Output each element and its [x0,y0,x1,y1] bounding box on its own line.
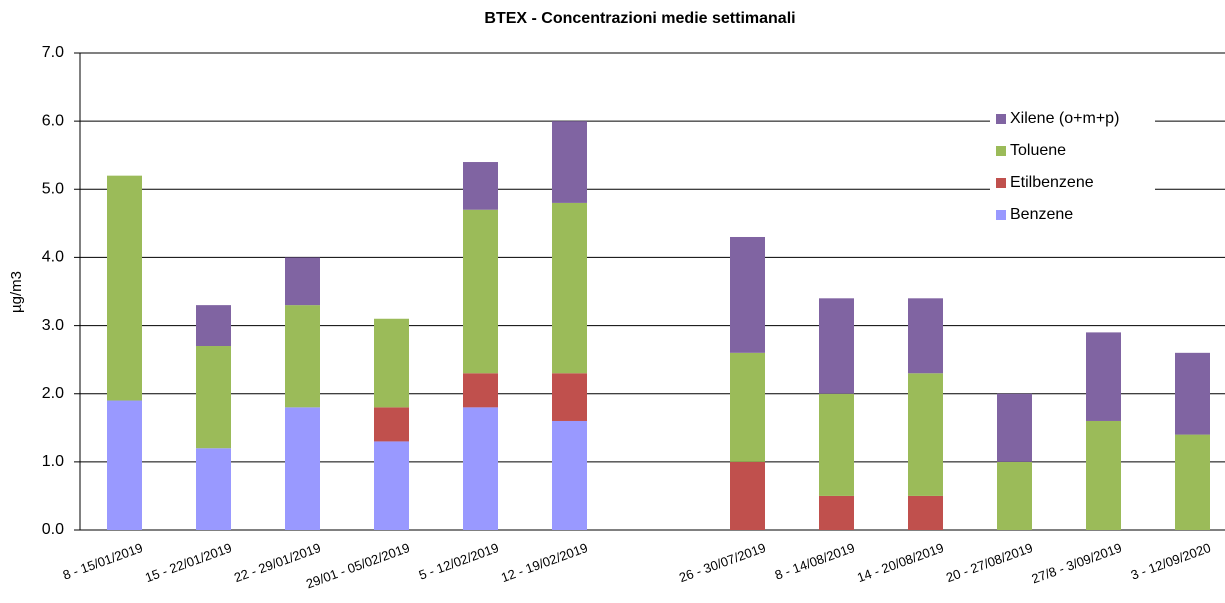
chart-title: BTEX - Concentrazioni medie settimanali [484,10,795,27]
x-tick-label: 14 - 20/08/2019 [855,540,946,585]
x-tick-label: 26 - 30/07/2019 [677,540,768,585]
bar-segment [374,407,409,442]
bar-segment [463,209,498,374]
x-tick-label: 8 - 15/01/2019 [61,540,145,583]
bar-segment [819,298,854,394]
bar-segment [196,346,231,449]
bar-segment [285,257,320,306]
bar-segment [552,373,587,421]
x-tick-label: 12 - 19/02/2019 [499,540,590,585]
legend-swatch [996,146,1006,156]
y-tick-label: 1.0 [42,453,64,470]
bar-segment [730,236,765,353]
legend-swatch [996,210,1006,220]
x-tick-label: 27/8 - 3/09/2019 [1030,540,1124,586]
bar-segment [908,373,943,496]
y-tick-label: 6.0 [42,112,64,129]
bar-segment [552,202,587,374]
y-tick-label: 2.0 [42,385,64,402]
legend-label: Toluene [1010,142,1066,159]
bar-segment [730,461,765,530]
x-tick-label: 15 - 22/01/2019 [143,540,234,585]
legend-label: Etilbenzene [1010,174,1094,191]
bar-segment [997,461,1032,530]
bar-segment [819,495,854,530]
bar-segment [997,393,1032,462]
bar-segment [374,441,409,530]
x-tick-label: 5 - 12/02/2019 [417,540,501,583]
x-tick-label: 8 - 14/08/2019 [773,540,857,583]
legend-label: Xilene (o+m+p) [1010,110,1119,127]
bar-segment [196,448,231,530]
y-tick-label: 5.0 [42,181,64,198]
bar-segment [374,318,409,408]
x-tick-label: 3 - 12/09/2020 [1129,540,1213,583]
x-tick-label: 20 - 27/08/2019 [944,540,1035,585]
legend-swatch [996,178,1006,188]
bar-segment [285,407,320,530]
bar-segment [107,400,142,530]
bar-segment [463,162,498,210]
bar-segment [107,175,142,401]
y-tick-label: 0.0 [42,521,64,538]
bar-segment [196,305,231,347]
bar-segment [908,495,943,530]
bar-segment [552,420,587,530]
bar-segment [552,121,587,203]
y-axis-label: µg/m3 [8,271,25,313]
y-tick-label: 3.0 [42,317,64,334]
bar-segment [730,352,765,462]
legend-label: Benzene [1010,206,1073,223]
y-tick-label: 7.0 [42,44,64,61]
bar-segment [1086,332,1121,421]
bar-segment [463,373,498,408]
bar-segment [285,305,320,408]
bar-segment [463,407,498,530]
y-tick-label: 4.0 [42,249,64,266]
bar-segment [819,393,854,496]
bar-segment [908,298,943,374]
bar-segment [1175,434,1210,530]
bar-segment [1086,420,1121,530]
legend-swatch [996,114,1006,124]
legend-box [990,105,1155,233]
bar-segment [1175,352,1210,435]
